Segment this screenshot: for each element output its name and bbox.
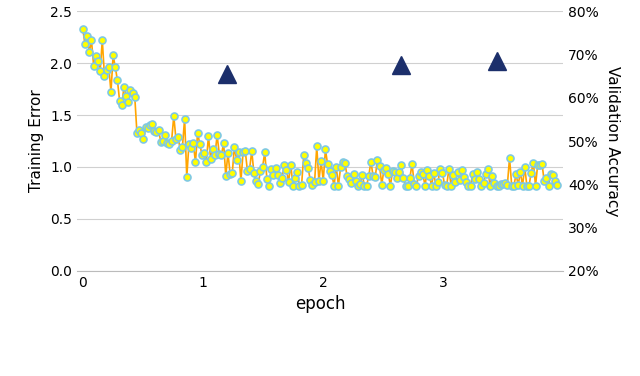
Y-axis label: Validation Accuracy: Validation Accuracy — [605, 66, 620, 216]
X-axis label: epoch: epoch — [295, 295, 345, 313]
Y-axis label: Training Error: Training Error — [29, 89, 44, 193]
